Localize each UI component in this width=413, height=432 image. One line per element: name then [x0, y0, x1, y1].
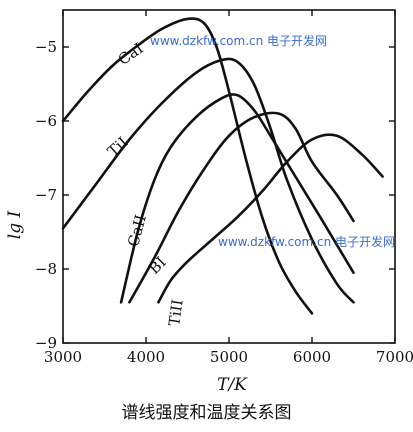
temperature-intensity-chart: 3000 4000 5000 6000 7000−5−6−7−8−9 CaITiICaI…: [5, 9, 413, 395]
x-tick-label: 7000: [376, 348, 413, 366]
series-line-cai: [61, 17, 314, 315]
x-tick-label: 5000: [210, 348, 248, 366]
series-lines: [61, 17, 384, 315]
watermark-bottom: www.dzkfw.com.cn 电子开发网: [218, 234, 395, 249]
axis-ticks: 3000 4000 5000 6000 7000 −5 −6 −7 −8 −9: [35, 10, 413, 366]
x-tick-label: 3000: [44, 348, 82, 366]
y-tick-label: −9: [35, 334, 57, 352]
series-line-bi: [128, 111, 355, 304]
figure-caption: 谱线强度和温度关系图: [121, 403, 292, 423]
series-line-tii: [61, 57, 355, 304]
x-tick-label: 4000: [127, 348, 165, 366]
watermark-top: www.dzkfw.com.cn 电子开发网: [150, 33, 327, 48]
y-axis-title: lg I: [5, 211, 25, 240]
x-axis-title: T/K: [217, 375, 248, 395]
series-line-caii: [119, 93, 355, 304]
series-label-tiii: TiII: [165, 298, 187, 327]
series-label-tii: TiI: [104, 133, 132, 160]
y-tick-label: −6: [35, 112, 57, 130]
x-tick-label: 6000: [293, 348, 331, 366]
series-label-caii: CaII: [124, 213, 150, 249]
y-tick-label: −7: [35, 186, 57, 204]
y-tick-label: −5: [35, 38, 57, 56]
series-label-bi: BI: [145, 253, 170, 278]
series-line-tiii: [157, 133, 384, 304]
y-tick-label: −8: [35, 260, 57, 278]
